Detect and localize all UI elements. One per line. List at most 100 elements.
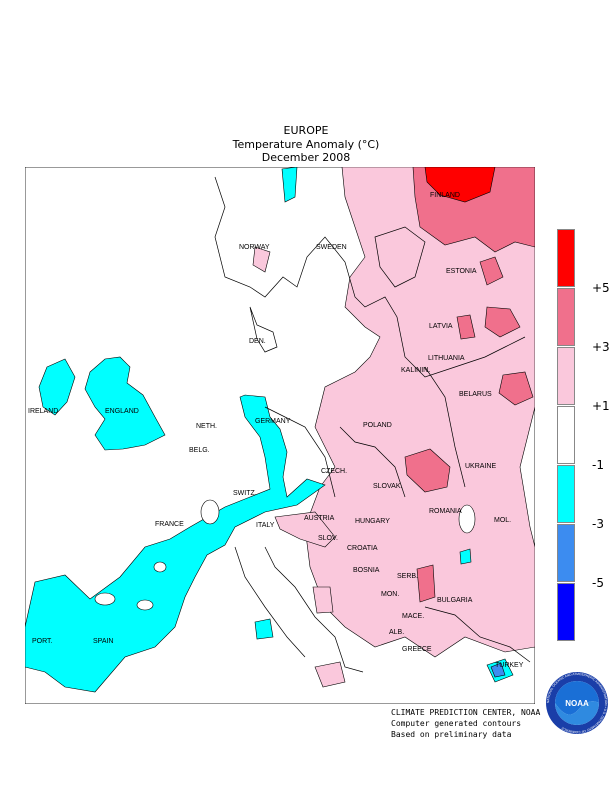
- country-label: TURKEY: [495, 662, 524, 669]
- legend-tick: +3: [592, 340, 610, 354]
- estonia-strong-warm-spot: [479, 256, 504, 286]
- noaa-logo-icon: NOAA NATIONAL OCEANIC AND ATMOSPHERIC AD…: [546, 672, 608, 734]
- country-label: SWEDEN: [316, 244, 347, 251]
- country-label: CZECH.: [321, 468, 347, 475]
- legend-tick: -5: [592, 576, 604, 590]
- legend-swatch-minus3-to-minus5: [557, 524, 575, 582]
- legend-swatch-3-to-5: [557, 288, 575, 346]
- ireland-cold-region: [38, 358, 76, 416]
- latvia-strong-warm-spot-2: [484, 306, 521, 338]
- greece-warm-spot: [314, 661, 346, 688]
- romania-neutral-hole: [458, 504, 476, 534]
- cold-anomaly-regions: [25, 167, 514, 693]
- black-sea-coast: [424, 606, 531, 663]
- legend-swatch-1-to-3: [557, 347, 575, 405]
- belarus-strong-warm-spot: [498, 371, 534, 406]
- country-label: AUSTRIA: [304, 515, 335, 522]
- spain-neutral-hole-1: [94, 592, 116, 606]
- credit-line-1: CLIMATE PREDICTION CENTER, NOAA: [391, 708, 541, 717]
- scandinavia-baltic-coast: [214, 176, 526, 378]
- legend-tick: +1: [592, 399, 610, 413]
- country-label: GREECE: [402, 646, 432, 653]
- neutral-holes: [94, 499, 476, 611]
- france-neutral-hole-2: [153, 561, 167, 573]
- country-label: IRELAND: [28, 408, 58, 415]
- western-europe-cold-region: [25, 394, 326, 693]
- country-label: POLAND: [363, 422, 392, 429]
- legend-swatch-neutral: [557, 406, 575, 464]
- france-neutral-hole: [200, 499, 220, 525]
- norway-cold-spot: [281, 167, 298, 203]
- country-label: BELARUS: [459, 391, 492, 398]
- country-label: FRANCE: [155, 521, 184, 528]
- logo-wave-shape: [555, 701, 599, 725]
- legend-tick: -1: [592, 458, 604, 472]
- map-period-title: December 2008: [261, 151, 351, 164]
- country-label: PORT.: [32, 638, 53, 645]
- ukraine-strong-warm-spot: [404, 448, 451, 493]
- country-label: UKRAINE: [465, 463, 496, 470]
- country-labels: FINLAND NORWAY SWEDEN ESTONIA LATVIA LIT…: [28, 192, 524, 669]
- country-label: SLOV.: [318, 535, 338, 542]
- romania-cold-spot: [459, 548, 472, 565]
- coastlines: [214, 176, 531, 673]
- country-label: MON.: [381, 591, 399, 598]
- slovenia-warm-region: [274, 511, 336, 548]
- great-britain-cold-region: [84, 356, 166, 451]
- legend-tick: -3: [592, 517, 604, 531]
- italy-cold-spot: [254, 618, 274, 640]
- country-label: DEN.: [249, 338, 266, 345]
- country-label: SPAIN: [93, 638, 114, 645]
- country-label: LITHUANIA: [428, 355, 465, 362]
- anomaly-map: FINLAND NORWAY SWEDEN ESTONIA LATVIA LIT…: [25, 167, 535, 704]
- country-label: MACE.: [402, 613, 424, 620]
- eastern-europe-warm-region: [304, 167, 535, 658]
- country-label: BOSNIA: [353, 567, 380, 574]
- germany-poland-border: [264, 406, 336, 498]
- albania-warm-region: [312, 586, 334, 614]
- legend-tick: +5: [592, 281, 610, 295]
- country-label: SLOVAK.: [373, 483, 402, 490]
- norway-warm-spot: [252, 246, 271, 273]
- country-label: HUNGARY: [355, 518, 390, 525]
- country-label: SWITZ.: [233, 490, 257, 497]
- legend-swatch-above-5: [557, 229, 575, 287]
- spain-neutral-hole-2: [136, 599, 154, 611]
- map-variable-title: Temperature Anomaly (°C): [232, 138, 380, 151]
- country-label: KALININ.: [401, 367, 430, 374]
- map-region-title: EUROPE: [283, 124, 329, 137]
- country-label: ESTONIA: [446, 268, 477, 275]
- country-label: FINLAND: [430, 192, 460, 199]
- country-label: ITALY: [256, 522, 275, 529]
- logo-bird-shape: [555, 681, 599, 715]
- italy-west-coast: [234, 546, 306, 658]
- country-label: SERB.: [397, 573, 418, 580]
- finland-extreme-warm-spot: [424, 167, 496, 203]
- country-label: BELG.: [189, 447, 210, 454]
- gulf-of-bothnia: [374, 226, 426, 288]
- carpathian-border: [339, 426, 406, 498]
- color-legend: [557, 229, 575, 641]
- legend-swatch-below-minus5: [557, 583, 575, 641]
- warm-anomaly-regions: [252, 167, 535, 688]
- turkey-strong-cold-spot: [490, 662, 506, 678]
- country-label: CROATIA: [347, 545, 378, 552]
- adriatic-coast: [264, 546, 364, 673]
- logo-text: NOAA: [565, 699, 589, 708]
- credit-line-2: Computer generated contours: [391, 719, 522, 728]
- credit-line-3: Based on preliminary data: [391, 730, 512, 739]
- country-label: GERMANY: [255, 418, 291, 425]
- country-label: NETH.: [196, 423, 217, 430]
- country-label: MOL.: [494, 517, 511, 524]
- bulgaria-strong-warm-spot: [416, 564, 436, 603]
- country-label: ALB.: [389, 629, 404, 636]
- country-label: ROMANIA: [429, 508, 462, 515]
- country-label: BULGARIA: [437, 597, 473, 604]
- russia-border: [424, 366, 466, 488]
- country-label: NORWAY: [239, 244, 270, 251]
- denmark-coast: [249, 306, 278, 353]
- legend-swatch-minus1-to-minus3: [557, 465, 575, 523]
- country-label: ENGLAND: [105, 408, 139, 415]
- country-label: LATVIA: [429, 323, 453, 330]
- latvia-strong-warm-spot-1: [456, 314, 476, 340]
